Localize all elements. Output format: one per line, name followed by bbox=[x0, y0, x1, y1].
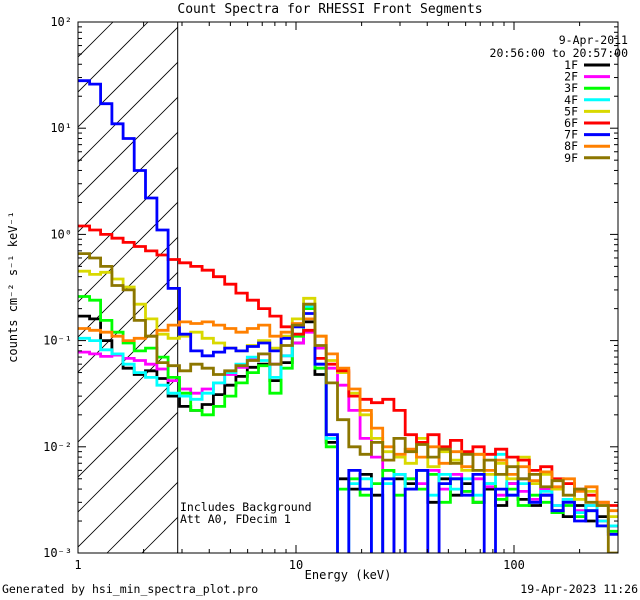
legend-label-4F: 4F bbox=[564, 93, 578, 107]
spectra-curves bbox=[78, 79, 618, 553]
footer-timestamp: 19-Apr-2023 11:26 bbox=[520, 582, 638, 596]
legend-label-2F: 2F bbox=[564, 70, 578, 84]
hatch-line bbox=[78, 201, 178, 303]
plot-title: Count Spectra for RHESSI Front Segments bbox=[177, 2, 482, 17]
hatch-line bbox=[78, 26, 178, 128]
x-tick-label: 10 bbox=[289, 558, 303, 572]
date-label: 9-Apr-2011 bbox=[559, 33, 628, 47]
hatch-line bbox=[78, 96, 178, 198]
y-tick-label: 10⁰ bbox=[50, 227, 72, 241]
legend-label-6F: 6F bbox=[564, 116, 578, 130]
hatch-line bbox=[78, 446, 178, 548]
note-includes-background: Includes Background bbox=[180, 500, 312, 514]
series-line-8F bbox=[78, 317, 618, 513]
y-tick-label: 10⁻³ bbox=[43, 546, 72, 560]
time-range-label: 20:56:00 to 20:57:00 bbox=[490, 46, 629, 60]
y-tick-label: 10⁻² bbox=[43, 440, 72, 454]
x-tick-label: 1 bbox=[74, 558, 81, 572]
series-line-9F bbox=[78, 252, 618, 553]
hatch-line bbox=[78, 411, 178, 513]
legend-label-5F: 5F bbox=[564, 104, 578, 118]
footer-generated-by: Generated by hsi_min_spectra_plot.pro bbox=[2, 582, 258, 596]
x-axis-label: Energy (keV) bbox=[305, 568, 392, 582]
y-tick-label: 10² bbox=[50, 15, 72, 29]
y-tick-label: 10⁻¹ bbox=[43, 334, 72, 348]
y-tick-label: 10¹ bbox=[50, 121, 72, 135]
plot-frame bbox=[77, 21, 619, 554]
hatch-line bbox=[78, 376, 178, 478]
legend-label-7F: 7F bbox=[564, 128, 578, 142]
hatch-line bbox=[78, 61, 178, 163]
axes: 1 10 100 10² 10¹ 10⁰ 10⁻¹ 10⁻² 10⁻³ bbox=[43, 15, 619, 572]
series-line-7F bbox=[78, 79, 618, 553]
legend-label-3F: 3F bbox=[564, 81, 578, 95]
x-tick-label: 100 bbox=[503, 558, 525, 572]
legend-label-9F: 9F bbox=[564, 151, 578, 165]
note-attenuator: Att A0, FDecim 1 bbox=[180, 512, 291, 526]
y-axis-label: counts cm⁻² s⁻¹ keV⁻¹ bbox=[6, 211, 20, 363]
hatch-line bbox=[78, 271, 178, 373]
legend-label-1F: 1F bbox=[564, 58, 578, 72]
legend-label-8F: 8F bbox=[564, 139, 578, 153]
